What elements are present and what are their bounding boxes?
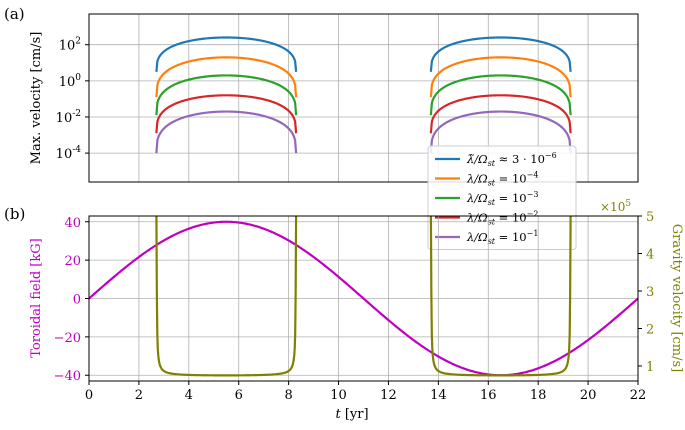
panel-a-label: (a) — [4, 5, 25, 23]
x-tick-label: 12 — [380, 388, 397, 403]
x-axis-label: t [yr] — [335, 407, 368, 422]
legend: λ̃/Ωst ≈ 3 · 10−6λ/Ωst = 10−4λ/Ωst = 10−… — [427, 145, 577, 250]
velocity-curve — [155, 56, 298, 98]
legend-exponent: −3 — [527, 190, 539, 199]
legend-subscript: st — [488, 198, 496, 207]
panel-b-left-y-ticks: 40 20 0 −20 −40 — [54, 216, 89, 384]
velocity-curve — [155, 110, 298, 154]
legend-entry: λ/Ωst = 10−4 — [466, 171, 538, 188]
y-tick-base: 10 — [56, 111, 73, 126]
legend-value: ≈ 3 · 10 — [495, 152, 545, 166]
legend-symbol: λ/Ω — [466, 211, 488, 225]
x-tick-label: 4 — [185, 388, 193, 403]
velocity-curve — [429, 56, 572, 98]
panel-b-label: (b) — [4, 205, 25, 223]
y-tick-label: 20 — [64, 254, 81, 269]
x-tick-label: 8 — [284, 388, 292, 403]
x-tick-label: 16 — [480, 388, 497, 403]
legend-value: = 10 — [495, 172, 527, 186]
x-tick-label: 6 — [235, 388, 243, 403]
velocity-curve — [155, 94, 298, 134]
y-tick-base: 10 — [59, 75, 76, 90]
x-tick-label: 20 — [580, 388, 597, 403]
y-tick-label: 2 — [646, 323, 654, 338]
panel-b-x-ticks: 0 2 4 6 8 10 12 14 16 18 20 22 — [85, 381, 646, 403]
legend-exponent: −2 — [527, 210, 539, 219]
x-tick-label: 18 — [530, 388, 547, 403]
panel-b-right-y-axis-label: Gravity velocity [cm/s] — [669, 224, 684, 373]
velocity-curve — [429, 110, 572, 154]
y-tick-exponent: 0 — [75, 73, 81, 83]
legend-value: = 10 — [495, 191, 527, 205]
panel-b-left-y-axis-label: Toroidal field [kG] — [29, 238, 44, 357]
y-tick-label: 10-4 — [56, 145, 82, 162]
y-tick-base: 10 — [56, 147, 73, 162]
y-tick-label: 4 — [646, 248, 654, 263]
y-tick-base: 10 — [59, 39, 76, 54]
legend-entry: λ/Ωst = 10−1 — [466, 229, 538, 246]
legend-symbol: λ/Ω — [466, 191, 488, 205]
x-tick-label: 14 — [430, 388, 447, 403]
y-tick-label: 100 — [59, 73, 82, 90]
x-tick-label: 0 — [85, 388, 93, 403]
legend-value: = 10 — [495, 211, 527, 225]
panel-a-y-axis-label: Max. velocity [cm/s] — [29, 32, 44, 165]
y-tick-label: −40 — [54, 369, 81, 384]
legend-symbol: λ/Ω — [466, 172, 488, 186]
legend-subscript: st — [488, 179, 496, 188]
velocity-curve — [155, 74, 298, 116]
velocity-curve — [429, 36, 572, 72]
x-tick-label: 22 — [630, 388, 647, 403]
legend-symbol: λ/Ω — [466, 230, 488, 244]
velocity-curve — [429, 94, 572, 134]
legend-entry: λ/Ωst = 10−2 — [466, 210, 538, 227]
panel-a-series — [155, 36, 572, 154]
gravity-velocity-curve — [155, 216, 298, 377]
legend-exponent: −6 — [545, 151, 557, 160]
x-tick-label: 10 — [330, 388, 347, 403]
velocity-curve — [155, 36, 298, 72]
x-tick-label: 2 — [135, 388, 143, 403]
y-tick-label: 3 — [646, 285, 654, 300]
legend-exponent: −4 — [527, 171, 539, 180]
legend-symbol: λ̃/Ω — [466, 152, 488, 166]
gravity-velocity-curve — [429, 216, 572, 377]
legend-exponent: −1 — [527, 229, 539, 238]
velocity-curve — [429, 74, 572, 116]
y-tick-label: 1 — [646, 360, 654, 375]
y-tick-label: 5 — [646, 210, 654, 225]
y-tick-exponent: -4 — [72, 145, 81, 155]
legend-subscript: st — [488, 159, 496, 168]
panel-a-frame — [88, 13, 639, 183]
legend-entry: λ/Ωst = 10−3 — [466, 190, 538, 207]
y-tick-label: 102 — [59, 37, 81, 54]
y-tick-label: 10-2 — [56, 109, 81, 126]
y-tick-label: 40 — [64, 216, 81, 231]
y-tick-exponent: 2 — [75, 37, 81, 47]
panel-b-series — [89, 216, 638, 377]
y-tick-label: 0 — [73, 293, 81, 308]
right-axis-multiplier: ×105 — [600, 199, 631, 214]
y-tick-label: −20 — [54, 331, 81, 346]
legend-entry: λ̃/Ωst ≈ 3 · 10−6 — [466, 151, 557, 168]
legend-subscript: st — [488, 237, 496, 246]
toroidal-field-curve — [89, 220, 638, 377]
y-tick-exponent: -2 — [72, 109, 81, 119]
panel-b-right-y-ticks: 1 2 3 4 5 — [638, 210, 654, 375]
legend-value: = 10 — [495, 230, 527, 244]
legend-box — [427, 145, 577, 250]
